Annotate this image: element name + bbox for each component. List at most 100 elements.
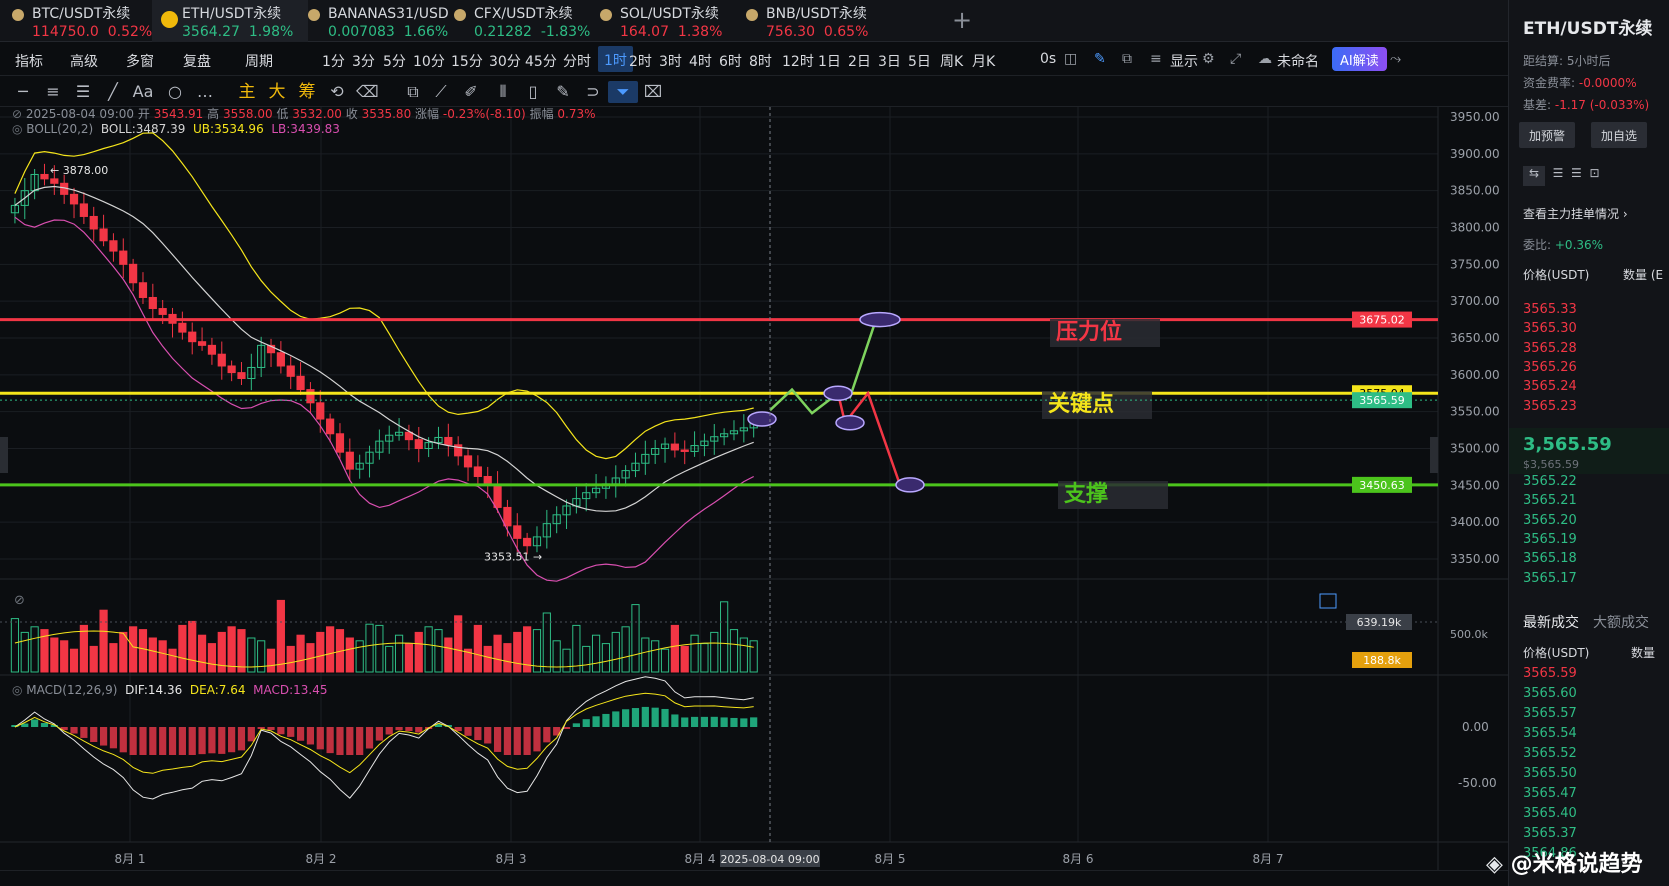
asks-row-2[interactable]: 3565.28 — [1523, 340, 1577, 356]
macd-eye-icon[interactable]: ◎ — [12, 683, 27, 697]
orderbook-bids-icon[interactable]: ☰ — [1552, 166, 1564, 180]
orderbook-depth-icon[interactable]: ⊡ — [1589, 166, 1600, 180]
macd-bar-47 — [474, 727, 482, 741]
period-7[interactable]: 5分 — [383, 54, 406, 70]
bars-icon[interactable]: ⦀ — [499, 82, 507, 101]
asks-row-0[interactable]: 3565.33 — [1523, 302, 1577, 317]
eye-icon[interactable]: ◎ — [12, 122, 27, 136]
bids-row-5[interactable]: 3565.17 — [1523, 570, 1577, 586]
period-21[interactable]: 2日 — [848, 54, 871, 70]
pen-icon[interactable]: ✎ — [1094, 51, 1106, 67]
period-0[interactable]: 指标 — [15, 54, 43, 70]
period-1[interactable]: 高级 — [70, 54, 98, 70]
add-alert-button[interactable]: 加预警 — [1519, 122, 1576, 148]
menu-icon[interactable]: ≡ — [1150, 51, 1162, 67]
ruler-icon[interactable]: ⟋ — [435, 82, 447, 101]
period-9[interactable]: 15分 — [451, 54, 483, 70]
cloud-icon[interactable]: ☁ — [1258, 51, 1272, 67]
period-16[interactable]: 4时 — [689, 54, 712, 70]
ai-interpret-button[interactable]: AI解读 — [1332, 47, 1387, 71]
period-22[interactable]: 3日 — [878, 54, 901, 70]
orderbook-both-icon[interactable]: ⇆ — [1523, 166, 1545, 186]
period-10[interactable]: 30分 — [489, 54, 521, 70]
period-6[interactable]: 3分 — [352, 54, 375, 70]
window-icon[interactable]: ⧉ — [1122, 51, 1132, 67]
period-8[interactable]: 10分 — [413, 54, 445, 70]
main-orders-link[interactable]: 查看主力挂单情况 › — [1523, 207, 1628, 221]
tab-large-trades[interactable]: 大额成交 — [1593, 615, 1649, 631]
period-24[interactable]: 周K — [940, 54, 964, 70]
period-11[interactable]: 45分 — [525, 54, 557, 70]
tab-cfx[interactable]: CFX/USDT永续 0.21282 -1.83% — [444, 0, 600, 42]
rotate-icon[interactable]: ⟲ — [330, 82, 344, 101]
tab-bananas31[interactable]: BANANAS31/USDT永续 0.007083 1.66% — [298, 0, 454, 42]
add-tab-icon[interactable]: + — [952, 6, 973, 34]
channel-icon[interactable]: ☰ — [75, 82, 91, 101]
large-order-tool[interactable]: 大 — [268, 82, 286, 102]
macd-bar-61 — [612, 711, 620, 727]
period-15[interactable]: 3时 — [659, 54, 682, 70]
orderbook-asks-icon[interactable]: ☰ — [1571, 166, 1582, 180]
period-5[interactable]: 1分 — [322, 54, 345, 70]
main-force-tool[interactable]: 主 — [238, 82, 256, 102]
toolbar-right-1[interactable]: 显示 — [1170, 54, 1198, 70]
filter-icon[interactable]: ⏷ — [608, 81, 638, 103]
tab-bnb[interactable]: BNB/USDT永续 756.30 0.65% — [736, 0, 892, 42]
period-3[interactable]: 复盘 — [183, 54, 211, 70]
edit-icon[interactable]: ✎ — [556, 82, 570, 101]
period-17[interactable]: 6时 — [719, 54, 742, 70]
macd-bar-14 — [149, 727, 157, 755]
more-icon[interactable]: … — [197, 82, 213, 101]
camera-icon[interactable]: ◫ — [1064, 51, 1078, 67]
trash-icon[interactable]: ⌧ — [643, 82, 663, 101]
asks-row-1[interactable]: 3565.30 — [1523, 321, 1577, 337]
magnet-icon[interactable]: ⊃ — [586, 82, 600, 101]
parallel-lines-icon[interactable]: ≡ — [46, 82, 60, 101]
period-2[interactable]: 多窗 — [126, 54, 154, 70]
period-25[interactable]: 月K — [972, 54, 996, 70]
bids-row-0[interactable]: 3565.22 — [1523, 474, 1577, 489]
volume-bar-43 — [434, 629, 443, 673]
tab-sol[interactable]: SOL/USDT永续 164.07 1.38% — [590, 0, 746, 42]
chips-tool[interactable]: 筹 — [298, 82, 316, 102]
trend-line-icon[interactable]: ╱ — [108, 82, 118, 101]
gear-icon[interactable]: ⚙ — [1202, 51, 1215, 67]
ohlc-high-label: 高 — [207, 107, 220, 121]
volume-bar-34 — [345, 637, 354, 673]
macd-bar-62 — [622, 709, 630, 727]
tab-eth[interactable]: ETH/USDT永续 3564.27 1.98% — [152, 0, 308, 42]
horizontal-line-icon[interactable]: ─ — [18, 82, 28, 101]
period-14[interactable]: 2时 — [629, 54, 652, 70]
eraser-icon[interactable]: ⌫ — [356, 82, 379, 101]
period-19[interactable]: 12时 — [782, 54, 814, 70]
period-4[interactable]: 周期 — [245, 54, 273, 70]
period-13[interactable]: 1时 — [598, 46, 633, 72]
bids-row-4[interactable]: 3565.18 — [1523, 551, 1577, 567]
fullscreen-icon[interactable]: ⤢ — [1230, 51, 1242, 67]
period-12[interactable]: 分时 — [563, 54, 591, 70]
clipboard-icon[interactable]: ▯ — [528, 82, 538, 101]
bids-row-3[interactable]: 3565.19 — [1523, 531, 1577, 547]
bids-row-2[interactable]: 3565.20 — [1523, 512, 1577, 528]
font-icon[interactable]: Aa — [132, 82, 154, 101]
ellipse-icon[interactable]: ○ — [168, 82, 182, 101]
copy-icon[interactable]: ⧉ — [407, 82, 419, 101]
panel-symbol: ETH/USDT永续 — [1523, 19, 1653, 39]
period-18[interactable]: 8时 — [749, 54, 772, 70]
asks-row-5[interactable]: 3565.23 — [1523, 398, 1577, 414]
tab-btc[interactable]: BTC/USDT永续 114750.0 0.52% — [2, 0, 158, 42]
period-20[interactable]: 1日 — [818, 54, 841, 70]
bids-row-1[interactable]: 3565.21 — [1523, 493, 1577, 509]
volume-bar-64 — [641, 637, 650, 673]
asks-row-3[interactable]: 3565.26 — [1523, 359, 1577, 375]
period-23[interactable]: 5日 — [908, 54, 931, 70]
orderbook-view-icons[interactable]: ⇆ ☰ ☰ ⊡ — [1523, 166, 1600, 186]
add-watchlist-button[interactable]: 加自选 — [1591, 122, 1648, 148]
toolbar-right-0[interactable]: 0s — [1040, 51, 1057, 67]
share-icon[interactable]: ⤳ — [1390, 51, 1402, 67]
brush-icon[interactable]: ✐ — [464, 82, 478, 101]
tab-latest-trades[interactable]: 最新成交 — [1523, 615, 1579, 631]
toolbar-right-2[interactable]: 未命名 — [1277, 54, 1319, 70]
asks-row-4[interactable]: 3565.24 — [1523, 379, 1577, 395]
